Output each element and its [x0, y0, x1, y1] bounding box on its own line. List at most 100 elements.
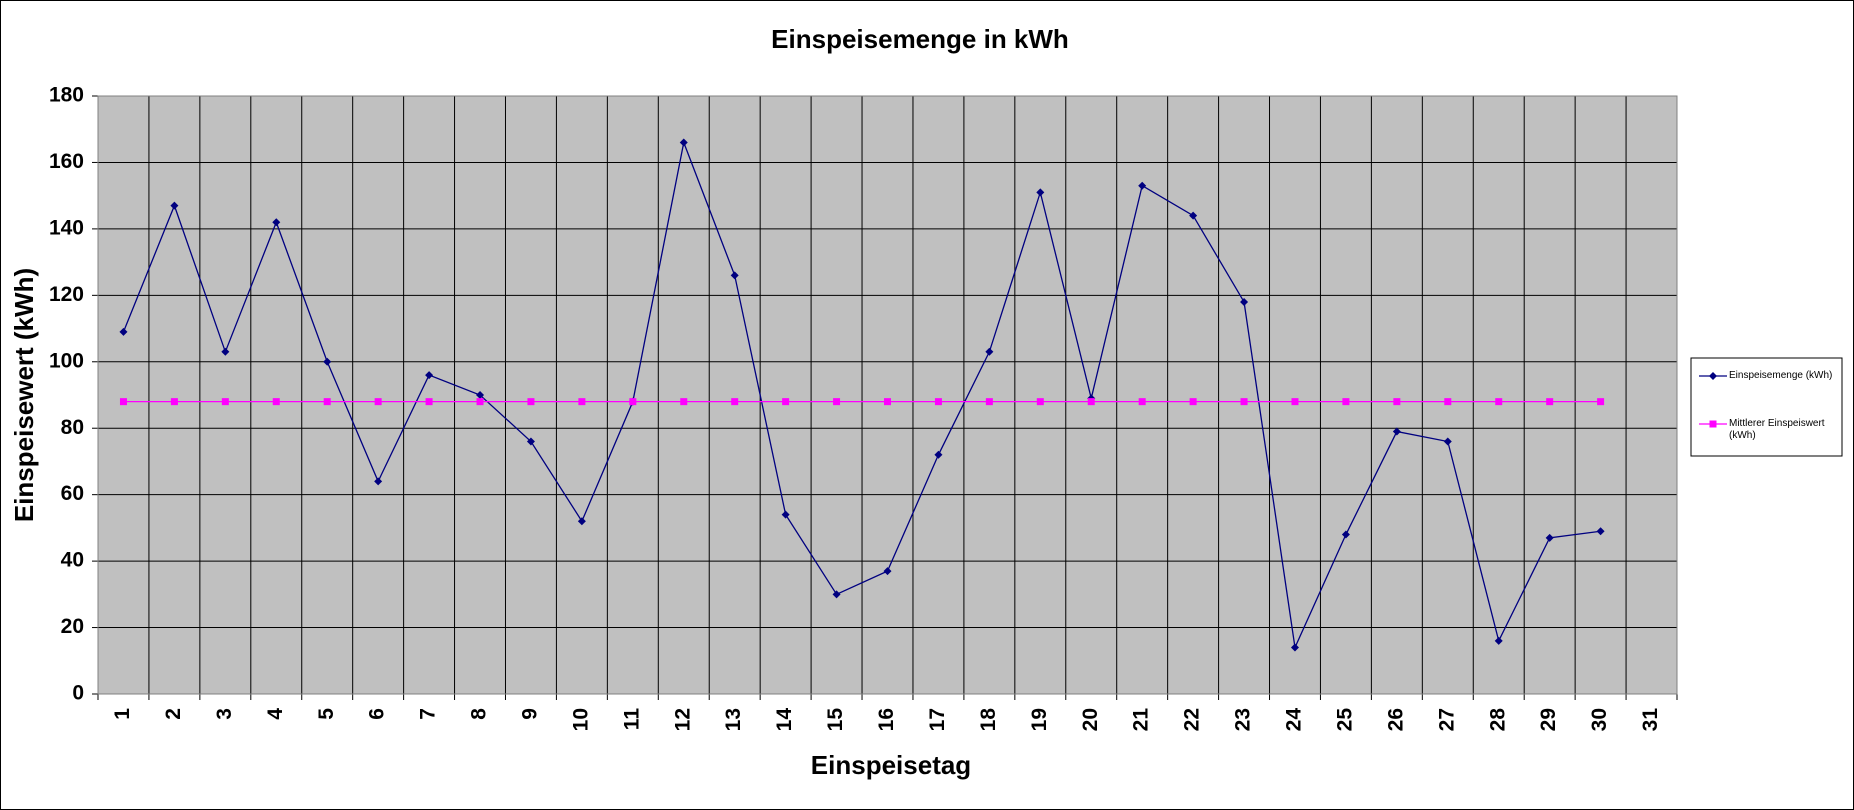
marker [323, 398, 331, 406]
y-tick-label: 60 [61, 482, 84, 505]
marker [782, 398, 790, 406]
marker [1444, 398, 1452, 406]
x-tick-label: 27 [1435, 708, 1458, 731]
marker [1036, 398, 1044, 406]
x-tick-label: 5 [315, 708, 338, 720]
x-tick-label: 23 [1232, 708, 1255, 731]
marker [1546, 398, 1554, 406]
marker [730, 271, 739, 280]
x-tick-label: 1 [111, 708, 134, 720]
x-tick-label: 2 [162, 708, 185, 720]
marker [374, 477, 383, 486]
marker [629, 398, 637, 406]
marker [526, 437, 535, 446]
x-tick-label: 19 [1028, 708, 1051, 731]
marker [425, 398, 433, 406]
legend-entry: Einspeisemenge (kWh) [1729, 370, 1832, 381]
y-tick-label: 80 [61, 416, 84, 439]
marker [1545, 533, 1554, 542]
marker [1597, 398, 1605, 406]
marker [1240, 297, 1249, 306]
x-axis-title: Einspeisetag [811, 750, 971, 780]
marker [272, 398, 280, 406]
y-tick-label: 40 [61, 549, 84, 572]
x-tick-label: 11 [620, 708, 643, 731]
marker [476, 391, 485, 399]
x-tick-label: 10 [569, 708, 592, 731]
marker [1494, 636, 1503, 645]
marker [1138, 398, 1146, 406]
x-tick-label: 12 [671, 708, 694, 731]
y-tick-label: 20 [61, 615, 84, 638]
marker [374, 398, 382, 406]
marker [578, 398, 586, 406]
marker [221, 347, 230, 356]
x-tick-label: 26 [1384, 708, 1407, 731]
chart-title: Einspeisemenge in kWh [771, 24, 1069, 54]
marker [1443, 437, 1452, 446]
x-tick-label: 30 [1588, 708, 1611, 731]
legend-label: Mittlerer Einspeiswert (kWh) [1729, 418, 1825, 441]
x-tick-label: 13 [722, 708, 745, 731]
marker [934, 450, 943, 459]
x-tick-label: 20 [1079, 708, 1102, 731]
marker [1240, 398, 1248, 406]
marker [884, 398, 891, 406]
x-tick-label: 4 [264, 708, 287, 720]
x-tick-label: 3 [213, 708, 236, 720]
x-tick-label: 21 [1130, 708, 1153, 732]
marker [731, 398, 739, 406]
marker [527, 398, 535, 406]
x-tick-label: 8 [468, 708, 491, 720]
x-tick-label: 25 [1333, 708, 1356, 732]
marker [1596, 527, 1605, 536]
marker [323, 357, 332, 366]
marker [679, 138, 688, 147]
x-tick-label: 24 [1283, 708, 1306, 732]
y-tick-label: 140 [49, 216, 84, 239]
marker [119, 398, 127, 406]
marker [985, 398, 993, 406]
marker [221, 398, 229, 406]
marker [119, 327, 128, 336]
x-tick-label: 28 [1486, 708, 1509, 732]
legend-entry: Mittlerer Einspeiswert (kWh) [1729, 418, 1825, 441]
x-tick-label: 14 [773, 708, 796, 732]
plot-border [97, 95, 1678, 695]
marker [1341, 530, 1350, 539]
marker [1290, 643, 1299, 652]
marker [272, 218, 281, 227]
x-tick-label: 17 [926, 708, 949, 731]
y-axis-title: Einspeisewert (kWh) [9, 268, 39, 522]
marker [1189, 398, 1197, 406]
marker [1495, 398, 1503, 406]
x-tick-label: 7 [417, 708, 440, 720]
marker [883, 567, 892, 576]
x-tick-label: 16 [875, 708, 898, 731]
legend [1690, 357, 1843, 457]
marker [985, 347, 994, 356]
marker [577, 517, 586, 526]
x-tick-label: 22 [1181, 708, 1204, 731]
x-tick-label: 18 [977, 708, 1000, 732]
y-tick-label: 160 [49, 150, 84, 173]
marker [1393, 398, 1401, 406]
marker [425, 371, 434, 380]
y-tick-label: 0 [72, 682, 84, 705]
y-tick-label: 100 [49, 349, 84, 372]
x-tick-label: 6 [366, 708, 389, 720]
marker [170, 201, 179, 210]
marker [1291, 398, 1299, 406]
marker [680, 398, 688, 406]
plot-area [98, 96, 1677, 694]
y-tick-label: 120 [49, 283, 84, 306]
marker [1392, 427, 1401, 436]
marker [1709, 372, 1717, 380]
x-tick-label: 9 [518, 708, 541, 720]
marker [833, 398, 841, 406]
series-line [122, 140, 1601, 650]
marker [1138, 181, 1147, 190]
x-tick-label: 15 [824, 708, 847, 732]
marker [1087, 398, 1095, 406]
